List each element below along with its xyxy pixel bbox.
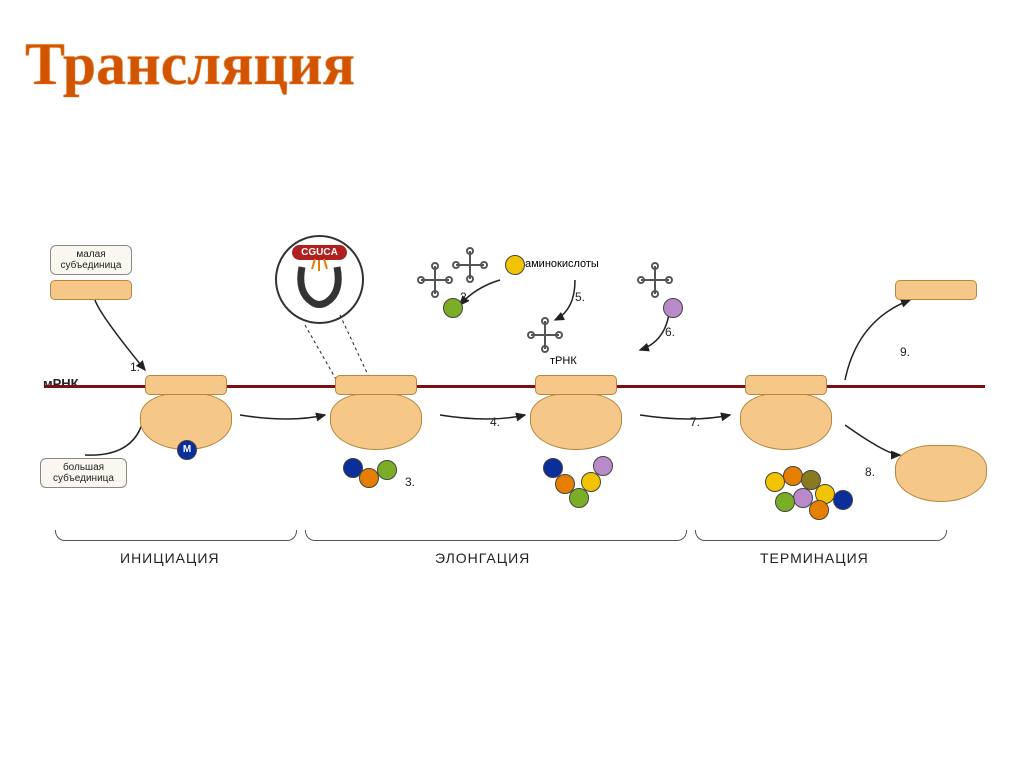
initiation-brace [55, 530, 297, 541]
step-9: 9. [900, 345, 910, 359]
anticodon-loop-icon [277, 237, 362, 322]
amino-acid-13 [783, 466, 803, 486]
amino-acids-label: аминокислоты [525, 258, 599, 270]
step-8: 8. [865, 465, 875, 479]
step-5: 5. [575, 290, 585, 304]
large-subunit-leaving [895, 445, 987, 502]
amino-acid-11 [663, 298, 683, 318]
amino-acid-4 [443, 298, 463, 318]
termination-brace [695, 530, 947, 541]
step-4: 4. [490, 415, 500, 429]
amino-acid-3 [377, 460, 397, 480]
amino-acid-10 [593, 456, 613, 476]
amino-acid-18 [809, 500, 829, 520]
large-subunit-box: большая субъединица [40, 458, 127, 488]
small-subunit-free [50, 280, 132, 300]
ribosome-large-4 [740, 393, 832, 450]
step-1: 1. [130, 360, 140, 374]
step-7: 7. [690, 415, 700, 429]
anticodon-magnifier: CGUCA [275, 235, 364, 324]
small-subunit-box: малая субъединица [50, 245, 132, 275]
ribosome-small-2 [335, 375, 417, 395]
amino-acid-19 [833, 490, 853, 510]
amino-acid-17 [775, 492, 795, 512]
ribosome-large-3 [530, 393, 622, 450]
step-6: 6. [665, 325, 675, 339]
trna-label: тРНК [550, 355, 577, 367]
translation-diagram: мРНК малая субъединица большая субъедини… [45, 240, 985, 580]
elongation-brace [305, 530, 687, 541]
title-text: Трансляция [25, 31, 355, 97]
ribosome-small-4 [745, 375, 827, 395]
ribosome-small-1 [145, 375, 227, 395]
small-subunit-leaving [895, 280, 977, 300]
amino-acid-12 [765, 472, 785, 492]
mrna-label: мРНК [43, 376, 79, 391]
initiation-label: ИНИЦИАЦИЯ [120, 550, 220, 566]
termination-label: ТЕРМИНАЦИЯ [760, 550, 869, 566]
step-3: 3. [405, 475, 415, 489]
amino-acid-2 [359, 468, 379, 488]
ribosome-small-3 [535, 375, 617, 395]
elongation-label: ЭЛОНГАЦИЯ [435, 550, 530, 566]
amino-acid-5 [505, 255, 525, 275]
ribosome-large-2 [330, 393, 422, 450]
page-title: Трансляция [25, 30, 355, 99]
amino-acid-0: M [177, 440, 197, 460]
